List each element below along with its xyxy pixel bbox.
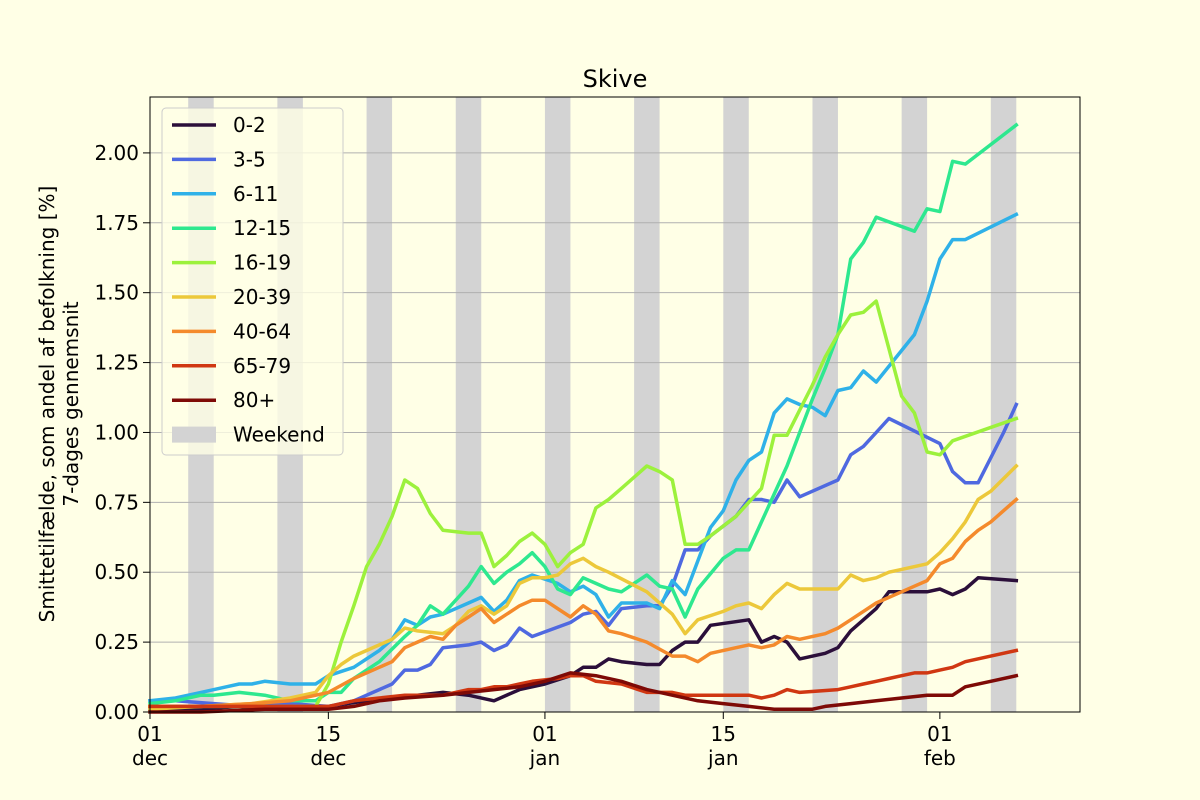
weekend-band-10 <box>990 97 1017 712</box>
x-tick-day-5: 01 <box>927 722 952 746</box>
weekend-band-6 <box>634 97 660 712</box>
y-axis-label: Smittetilfælde, som andel af befolkning … <box>35 186 83 623</box>
legend-label-weekend: Weekend <box>233 423 325 447</box>
weekend-band-8 <box>812 97 838 712</box>
weekend-band-3 <box>366 97 393 712</box>
y-tick-label-1.75: 1.75 <box>94 211 139 235</box>
legend-label-20-39: 20-39 <box>233 285 291 309</box>
x-tick-day-2: 15 <box>316 722 341 746</box>
plot-frame <box>149 96 1081 713</box>
y-axis-label-line-1: Smittetilfælde, som andel af befolkning … <box>35 186 59 623</box>
y-tick-label-1.00: 1.00 <box>94 420 139 444</box>
series-line-16-19 <box>148 299 1019 709</box>
x-tick-month-3: jan <box>529 746 561 770</box>
legend-label-3-5: 3-5 <box>233 147 266 171</box>
x-tick-month-5: feb <box>924 746 956 770</box>
x-tick-month-2: dec <box>310 746 346 770</box>
legend-label-80+: 80+ <box>233 388 275 412</box>
y-tick-label-2.00: 2.00 <box>94 141 139 165</box>
x-tick-month-4: jan <box>707 746 739 770</box>
y-tick-label-0.25: 0.25 <box>94 630 139 654</box>
y-tick-label-0.00: 0.00 <box>94 700 139 724</box>
legend-label-12-15: 12-15 <box>233 216 291 240</box>
y-tick-label-0.75: 0.75 <box>94 490 139 514</box>
legend: 0-2 3-5 6-11 12-15 16-19 20-39 40-64 65-79 80+ We… <box>161 107 344 456</box>
weekend-band-5 <box>544 97 571 712</box>
x-tick-month-1: dec <box>132 746 168 770</box>
series-line-3-5 <box>148 402 1019 709</box>
x-tick-day-3: 01 <box>532 722 557 746</box>
legend-label-0-2: 0-2 <box>233 113 266 137</box>
legend-label-65-79: 65-79 <box>233 354 291 378</box>
legend-label-16-19: 16-19 <box>233 251 291 275</box>
y-axis-label-line-2: 7-dages gennemsnit <box>59 301 83 506</box>
series-line-40-64 <box>148 497 1019 709</box>
chart-title: Skive <box>583 65 648 93</box>
series-line-12-15 <box>148 122 1019 706</box>
x-tick-day-1: 01 <box>137 722 162 746</box>
legend-swatch-weekend <box>172 426 216 443</box>
legend-label-6-11: 6-11 <box>233 182 278 206</box>
y-axis-ticks: 0.00 0.25 0.50 0.75 1.00 1.25 1.50 1.75 2.00 <box>94 141 150 724</box>
legend-label-40-64: 40-64 <box>233 319 291 343</box>
y-tick-label-0.50: 0.50 <box>94 560 139 584</box>
weekend-band-9 <box>901 97 928 712</box>
y-tick-label-1.50: 1.50 <box>94 281 139 305</box>
series-line-20-39 <box>148 463 1019 712</box>
series-lines <box>148 122 1019 714</box>
x-tick-day-4: 15 <box>711 722 736 746</box>
y-tick-label-1.25: 1.25 <box>94 351 139 375</box>
series-line-80+ <box>148 671 1019 714</box>
